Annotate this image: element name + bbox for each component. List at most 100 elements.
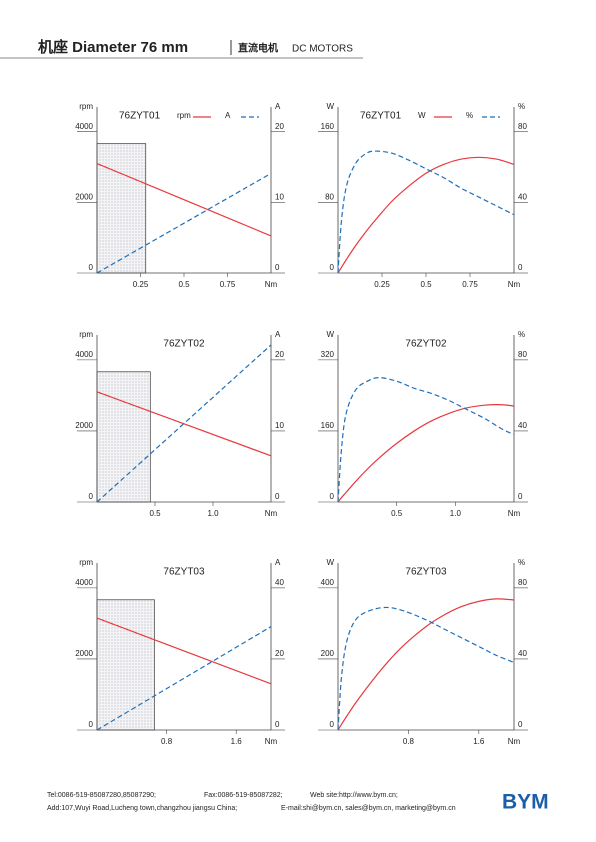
footer-logo: BYM bbox=[502, 791, 549, 814]
y2-axis-label: A bbox=[275, 330, 281, 339]
x-tick-label: 0.5 bbox=[420, 280, 432, 289]
y2-tick-label: 0 bbox=[275, 263, 280, 272]
rated-region bbox=[96, 599, 155, 731]
x-tick-label: 1.0 bbox=[207, 509, 219, 518]
y2-axis-label: A bbox=[275, 558, 281, 567]
x-axis-label: Nm bbox=[265, 737, 278, 746]
chart-title: 76ZYT03 bbox=[405, 567, 447, 578]
legend-label: W bbox=[418, 111, 426, 120]
chart-title: 76ZYT01 bbox=[360, 111, 402, 122]
footer-email: E-mail:shi@bym.cn, sales@bym.cn, marketi… bbox=[281, 805, 456, 812]
y-tick-label: 4000 bbox=[75, 578, 93, 587]
y-axis-label: W bbox=[326, 558, 334, 567]
rated-region bbox=[96, 371, 151, 503]
chart-title: 76ZYT01 bbox=[119, 111, 161, 122]
y2-axis-label: % bbox=[518, 330, 525, 339]
series-line bbox=[337, 598, 515, 731]
y2-axis-label: % bbox=[518, 558, 525, 567]
x-tick-label: 0.5 bbox=[178, 280, 190, 289]
y2-tick-label: 20 bbox=[275, 649, 284, 658]
y2-tick-label: 10 bbox=[275, 421, 284, 430]
x-axis-label: Nm bbox=[265, 509, 278, 518]
series-line bbox=[96, 172, 272, 274]
series-line bbox=[96, 162, 272, 237]
x-tick-label: 0.8 bbox=[161, 737, 173, 746]
y2-tick-label: 40 bbox=[518, 649, 527, 658]
x-tick-label: 0.8 bbox=[403, 737, 415, 746]
series-line bbox=[96, 626, 272, 731]
y-tick-label: 0 bbox=[330, 263, 335, 272]
x-tick-label: 1.6 bbox=[231, 737, 243, 746]
footer-web: Web site:http://www.bym.cn; bbox=[310, 792, 398, 799]
y-tick-label: 2000 bbox=[75, 192, 93, 201]
x-tick-label: 0.75 bbox=[220, 280, 236, 289]
y-tick-label: 80 bbox=[325, 192, 334, 201]
y2-tick-label: 80 bbox=[518, 350, 527, 359]
series-line bbox=[337, 156, 515, 274]
y2-tick-label: 0 bbox=[518, 720, 523, 729]
y-tick-label: 2000 bbox=[75, 421, 93, 430]
y-tick-label: 4000 bbox=[75, 350, 93, 359]
x-tick-label: 1.6 bbox=[473, 737, 485, 746]
y2-tick-label: 0 bbox=[518, 263, 523, 272]
x-axis-label: Nm bbox=[508, 280, 521, 289]
y-axis-label: W bbox=[326, 102, 334, 111]
x-tick-label: 0.25 bbox=[133, 280, 149, 289]
y-axis-label: rpm bbox=[79, 102, 93, 111]
y-tick-label: 0 bbox=[89, 263, 94, 272]
series-line bbox=[337, 377, 515, 503]
y-tick-label: 160 bbox=[321, 122, 335, 131]
y2-tick-label: 10 bbox=[275, 192, 284, 201]
series-line bbox=[96, 344, 272, 503]
x-tick-label: 0.5 bbox=[149, 509, 161, 518]
y-tick-label: 4000 bbox=[75, 122, 93, 131]
y-tick-label: 2000 bbox=[75, 649, 93, 658]
y2-tick-label: 80 bbox=[518, 122, 527, 131]
y2-tick-label: 20 bbox=[275, 350, 284, 359]
y2-tick-label: 20 bbox=[275, 122, 284, 131]
y2-tick-label: 80 bbox=[518, 578, 527, 587]
y-tick-label: 0 bbox=[330, 492, 335, 501]
header-title: 机座 Diameter 76 mm bbox=[38, 38, 188, 56]
x-tick-label: 0.5 bbox=[391, 509, 403, 518]
footer-address: Add:107,Wuyi Road,Lucheng town,changzhou… bbox=[47, 805, 237, 812]
x-tick-label: 0.75 bbox=[462, 280, 478, 289]
y-tick-label: 0 bbox=[330, 720, 335, 729]
legend-label: A bbox=[225, 111, 231, 120]
chart-title: 76ZYT03 bbox=[163, 567, 205, 578]
series-line bbox=[337, 606, 515, 731]
y-axis-label: W bbox=[326, 330, 334, 339]
header-subtitle-cn: 直流电机 bbox=[238, 42, 278, 55]
y-tick-label: 320 bbox=[321, 350, 335, 359]
x-axis-label: Nm bbox=[508, 509, 521, 518]
series-line bbox=[337, 404, 515, 503]
y-axis-label: rpm bbox=[79, 558, 93, 567]
chart-title: 76ZYT02 bbox=[405, 339, 447, 350]
y2-tick-label: 0 bbox=[275, 492, 280, 501]
footer-fax: Fax:0086-519-85087282; bbox=[204, 792, 283, 799]
legend-label: rpm bbox=[177, 111, 191, 120]
y2-tick-label: 0 bbox=[275, 720, 280, 729]
y-tick-label: 200 bbox=[321, 649, 335, 658]
series-line bbox=[337, 150, 515, 274]
x-tick-label: 0.25 bbox=[374, 280, 390, 289]
chart-title: 76ZYT02 bbox=[163, 339, 205, 350]
y-axis-label: rpm bbox=[79, 330, 93, 339]
y-tick-label: 0 bbox=[89, 492, 94, 501]
x-axis-label: Nm bbox=[508, 737, 521, 746]
legend-label: % bbox=[466, 111, 473, 120]
y2-tick-label: 40 bbox=[518, 192, 527, 201]
y2-tick-label: 0 bbox=[518, 492, 523, 501]
footer-tel: Tel:0086-519-85087280,85087290; bbox=[47, 792, 156, 799]
series-line bbox=[96, 617, 272, 685]
y-tick-label: 160 bbox=[321, 421, 335, 430]
y2-tick-label: 40 bbox=[275, 578, 284, 587]
header-subtitle-en: DC MOTORS bbox=[292, 44, 353, 55]
y2-axis-label: % bbox=[518, 102, 525, 111]
y2-axis-label: A bbox=[275, 102, 281, 111]
x-tick-label: 1.0 bbox=[450, 509, 462, 518]
x-axis-label: Nm bbox=[265, 280, 278, 289]
y2-tick-label: 40 bbox=[518, 421, 527, 430]
y-tick-label: 0 bbox=[89, 720, 94, 729]
